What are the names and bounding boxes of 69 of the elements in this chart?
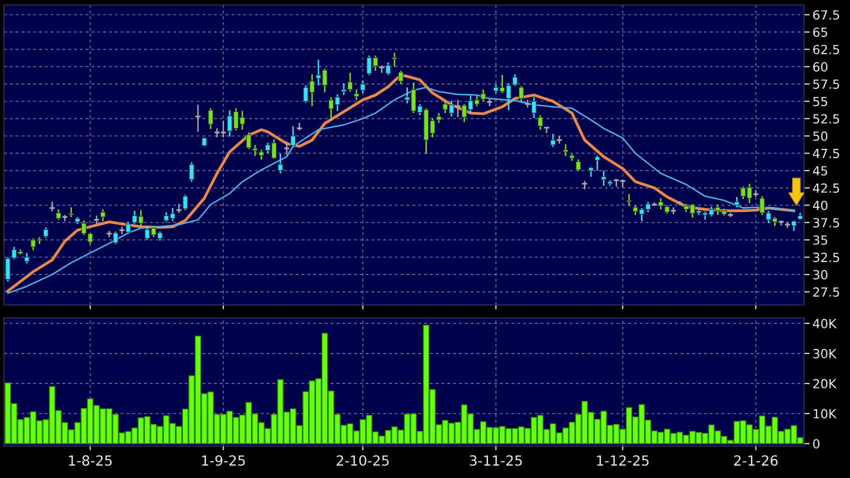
candlestick: [56, 208, 62, 220]
candlestick: [290, 126, 296, 148]
candlestick: [398, 70, 404, 85]
y-tick-label: 20K: [813, 378, 837, 388]
candlestick: [354, 88, 360, 101]
y-tick-label: 40: [812, 200, 828, 210]
y-tick-label: 62.5: [813, 44, 840, 54]
y-tick-label: 45: [812, 166, 828, 176]
y-tick-label: 37.5: [813, 218, 840, 228]
y-tick-label: 57.5: [813, 80, 840, 89]
candlestick: [246, 132, 252, 150]
y-tick-label: 67.5: [813, 10, 840, 20]
candlestick: [48, 201, 56, 212]
candlestick: [176, 203, 182, 214]
candlestick: [252, 144, 258, 157]
candlestick: [563, 144, 568, 157]
candlestick: [734, 196, 740, 208]
candlestick: [208, 108, 214, 130]
candlestick: [626, 193, 632, 207]
candlestick: [5, 256, 10, 282]
y-tick-label: 65: [813, 27, 828, 37]
candlestick: [594, 154, 600, 172]
candlestick: [258, 149, 264, 160]
candlestick: [68, 206, 74, 218]
y-tick-label: 50: [813, 131, 828, 141]
y-tick-label: 40K: [812, 318, 837, 328]
candlestick: [100, 208, 106, 222]
y-tick-label: 60: [813, 62, 828, 72]
x-tick-label: 1-9-25: [202, 455, 245, 466]
candlestick: [386, 62, 391, 76]
y-tick-label: 0: [813, 439, 820, 449]
candlestick: [538, 114, 543, 130]
candlestick: [43, 226, 48, 238]
candlestick: [189, 162, 194, 182]
candlestick: [531, 96, 537, 119]
candlestick: [791, 220, 796, 232]
x-tick-label: 1-12-25: [597, 455, 649, 466]
candlestick: [24, 252, 30, 264]
candlestick: [512, 74, 518, 87]
y-tick-label: 52.5: [813, 114, 840, 124]
candlestick: [194, 104, 202, 132]
candlestick: [182, 194, 188, 211]
y-tick-label: 47.5: [812, 148, 840, 158]
candlestick: [360, 80, 366, 94]
y-tick-label: 30: [813, 270, 828, 280]
candlestick: [392, 52, 398, 68]
y-tick-label: 55: [813, 96, 828, 106]
candlestick: [576, 158, 581, 172]
y-tick-label: 42.5: [812, 183, 840, 193]
y-tick-label: 10K: [814, 409, 837, 418]
candlestick: [601, 170, 606, 187]
candlestick: [658, 198, 664, 210]
candlestick: [112, 230, 118, 245]
candlestick: [588, 166, 594, 178]
candlestick: [126, 221, 131, 234]
candlestick: [480, 88, 486, 102]
y-tick-label: 32.5: [813, 252, 840, 262]
y-tick-label: 30K: [813, 348, 837, 358]
candlestick: [283, 140, 290, 156]
candlestick: [550, 133, 556, 148]
candlestick: [278, 153, 284, 174]
x-tick-label: 2-10-25: [336, 455, 389, 466]
y-tick-label: 27.5: [813, 287, 840, 297]
x-tick-label: 1-8-25: [69, 455, 112, 466]
x-tick-label: 2-1-26: [734, 455, 778, 466]
y-tick-label: 35: [813, 235, 828, 245]
candlestick: [518, 85, 524, 103]
candlestick: [436, 112, 442, 124]
x-tick-label: 3-11-25: [470, 455, 522, 466]
